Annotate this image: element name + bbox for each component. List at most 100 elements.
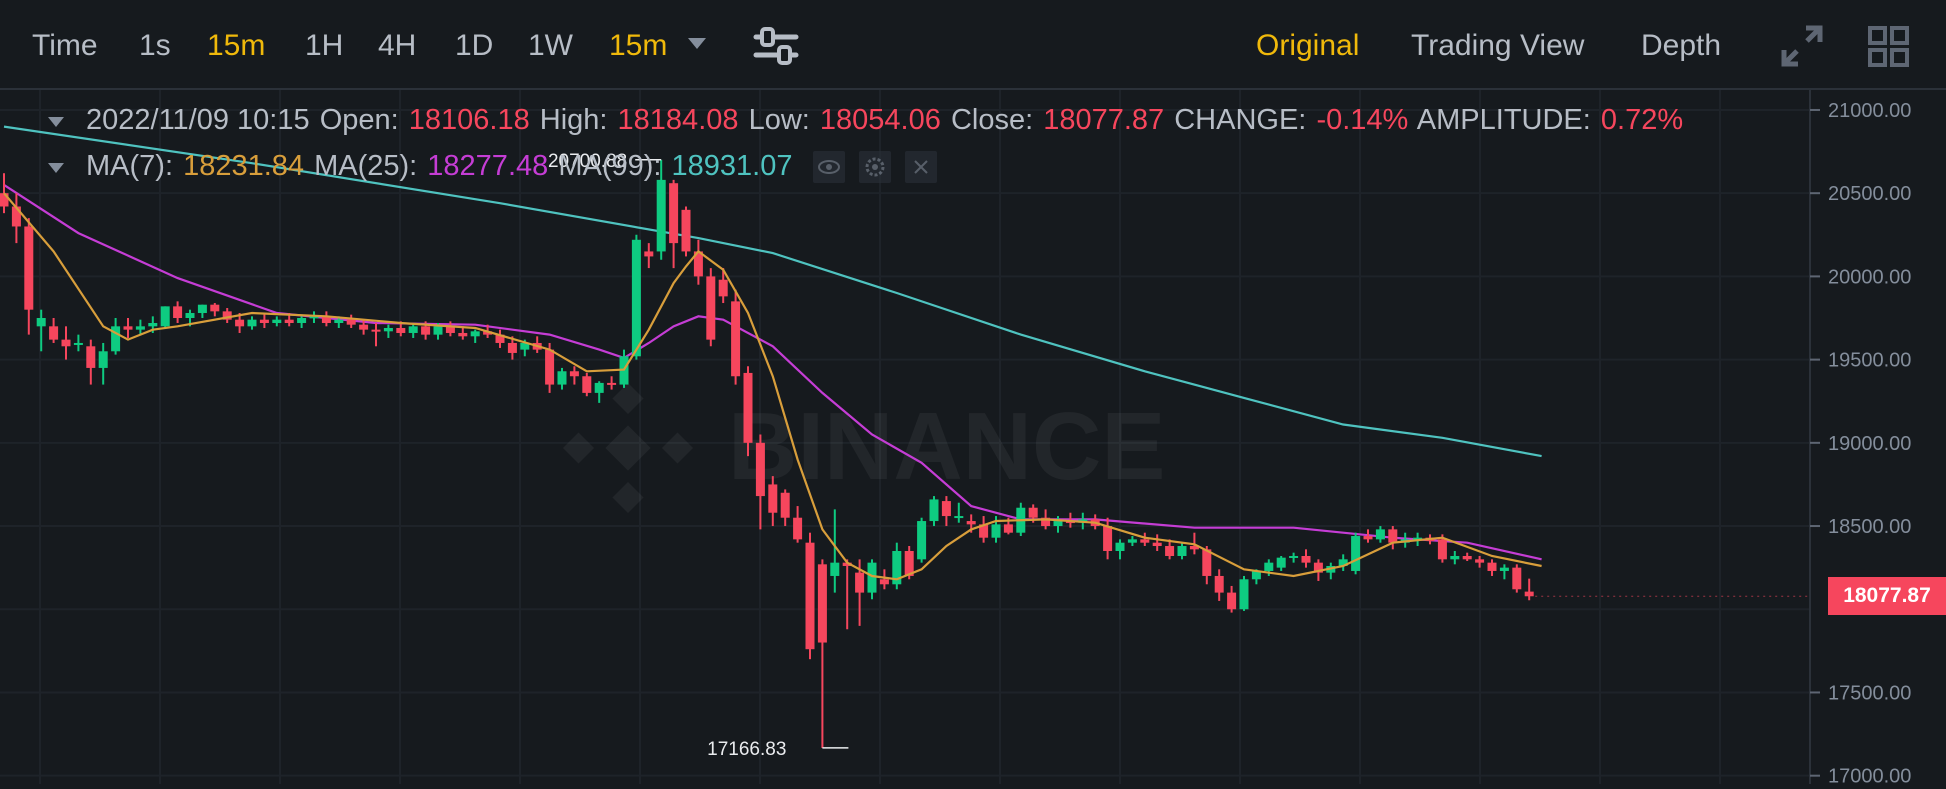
candle-body [458,332,468,337]
candle-body [1289,555,1299,558]
candle-body [1524,591,1534,597]
candle-body [49,326,59,340]
interval-1h[interactable]: 1H [305,29,344,62]
candle-body [470,331,480,337]
amplitude-value: 0.72% [1600,104,1684,136]
binance-watermark: BINANCE [562,382,1165,514]
interval-1w[interactable]: 1W [528,29,573,62]
watermark-text: BINANCE [728,393,1165,500]
view-depth[interactable]: Depth [1641,29,1722,62]
candle-body [1487,562,1497,571]
view-trading-view[interactable]: Trading View [1411,29,1585,62]
candle-body [272,319,282,323]
candle-body [334,319,344,323]
candle-body [445,326,455,333]
candle-body [86,346,96,368]
candle-body [693,251,703,277]
eye-icon[interactable] [812,151,845,184]
interval-1s[interactable]: 1s [139,29,171,62]
candle-body [817,564,827,643]
candle-body [36,318,46,327]
candle-body [483,331,493,335]
grid-lines [0,90,1811,784]
axis-tick-label: 20000.00 [1828,266,1911,288]
gear-icon[interactable] [858,151,891,184]
candle-body [718,279,728,297]
sliders-icon[interactable] [752,25,800,67]
candle-body [644,251,654,257]
candle-body [1177,546,1187,556]
ma99-value: 18931.07 [671,150,793,182]
candle-body [929,499,939,522]
candle-body [197,304,207,314]
candle-body [892,551,902,585]
candle-body [669,183,679,244]
candle-body [1301,555,1311,563]
interval-4h[interactable]: 4H [378,29,417,62]
candle-body [247,319,257,327]
candle-body [743,372,753,443]
candle-body [173,306,183,319]
candle-body [879,579,889,585]
candle-body [805,542,815,650]
close-label: Close: [950,104,1034,136]
candle-body [297,318,307,323]
expand-icon[interactable] [1780,24,1824,68]
collapse-caret-icon[interactable] [48,117,64,127]
last-price-tag: 18077.87 [1828,577,1946,616]
candle-body [1041,517,1051,527]
close-icon[interactable] [904,151,937,184]
chart-canvas[interactable]: BINANCE 20700.88 17166.83 21000.00 20500.0… [0,90,1946,788]
candle-body [1276,557,1286,568]
high-marker-label: 20700.88 [548,151,627,172]
candle-body [1413,537,1423,540]
candle-body [210,304,220,312]
open-value: 18106.18 [408,104,530,136]
candle-body [966,521,976,525]
candle-body [1028,507,1038,518]
candle-body [793,517,803,540]
candle-body [1202,549,1212,576]
candle-body [1189,546,1199,550]
candle-body [383,327,393,332]
candle-body [979,524,989,538]
interval-1d[interactable]: 1D [455,29,494,62]
candle-body [520,342,530,350]
change-value: -0.14% [1316,104,1409,136]
chevron-down-icon[interactable] [688,38,706,49]
candle-body [594,382,604,393]
candle-body [309,316,319,319]
candlestick-chart[interactable]: BINANCE 20700.88 17166.83 21000.00 20500.0… [0,90,1946,788]
candle-body [1239,579,1249,610]
axis-tick-label: 18500.00 [1828,516,1911,538]
candle-body [1127,539,1137,543]
candle-body [495,334,505,343]
candle-body [582,376,592,393]
candle-body [941,501,951,517]
candle-body [1450,555,1460,560]
axis-tick-label: 19000.00 [1828,433,1911,455]
candle-body [160,306,170,327]
interval-dropdown[interactable]: 15m [609,29,668,62]
chart-toolbar: Time 1s 15m 1H 4H 1D 1W 15m Original Tra… [0,0,1946,90]
candle-body [557,371,567,385]
candle-body [396,327,406,333]
grid-layout-icon[interactable] [1868,26,1910,68]
candle-body [135,326,145,330]
candle-body [867,562,877,593]
candle-body [259,319,269,323]
ma99-path [3,125,1542,458]
view-original[interactable]: Original [1256,29,1360,62]
axis-tick-label: 21000.00 [1828,100,1911,122]
candle-body [1264,562,1274,571]
candle-body [1475,559,1485,563]
ma25-value: 18277.48 [427,150,549,182]
candle-body [11,206,21,227]
time-button[interactable]: Time [32,29,98,62]
ma7-line [3,192,1542,581]
candle-body [607,382,617,385]
ma99-line [3,125,1542,458]
candle-body [0,193,9,207]
collapse-ma-caret-icon[interactable] [48,163,64,173]
interval-15m[interactable]: 15m [207,29,266,62]
